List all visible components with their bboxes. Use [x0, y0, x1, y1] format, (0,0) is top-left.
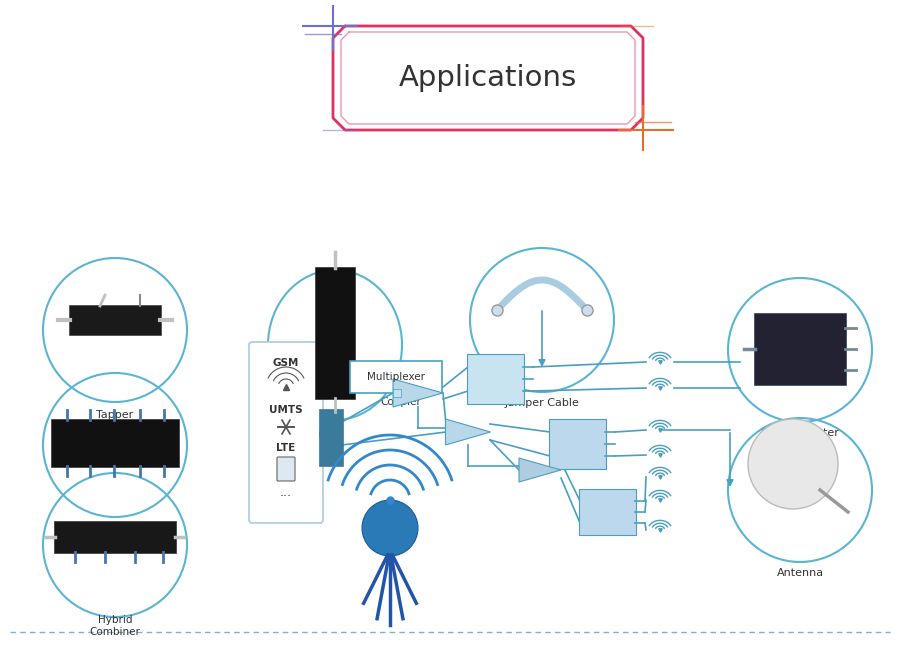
Text: ...: ... — [280, 487, 292, 500]
Text: Applications: Applications — [399, 64, 577, 92]
Polygon shape — [519, 458, 561, 482]
FancyBboxPatch shape — [69, 305, 161, 335]
Text: Jumper Cable: Jumper Cable — [505, 398, 580, 408]
Text: Hybrid
Combiner: Hybrid Combiner — [90, 615, 140, 636]
Circle shape — [748, 419, 838, 509]
FancyBboxPatch shape — [350, 361, 442, 393]
Text: Multiplexer: Multiplexer — [84, 525, 146, 535]
FancyBboxPatch shape — [319, 409, 343, 466]
Text: Tapper: Tapper — [96, 410, 133, 420]
Polygon shape — [446, 419, 491, 445]
FancyBboxPatch shape — [579, 489, 636, 535]
FancyBboxPatch shape — [549, 419, 606, 469]
FancyBboxPatch shape — [249, 342, 323, 523]
FancyBboxPatch shape — [393, 389, 401, 397]
Text: GSM: GSM — [273, 358, 299, 368]
FancyBboxPatch shape — [754, 313, 846, 385]
Text: Directional
Coupler: Directional Coupler — [380, 385, 436, 407]
Text: Antenna: Antenna — [777, 568, 824, 578]
Text: UMTS: UMTS — [269, 405, 302, 415]
FancyBboxPatch shape — [277, 457, 295, 481]
Circle shape — [362, 500, 418, 556]
Text: Power Splitter: Power Splitter — [761, 428, 839, 438]
Text: LTE: LTE — [276, 443, 295, 453]
FancyBboxPatch shape — [54, 521, 176, 553]
Text: Multiplexer: Multiplexer — [367, 372, 425, 382]
FancyBboxPatch shape — [315, 267, 355, 399]
FancyBboxPatch shape — [51, 419, 179, 467]
Polygon shape — [393, 379, 443, 407]
FancyBboxPatch shape — [467, 354, 524, 404]
